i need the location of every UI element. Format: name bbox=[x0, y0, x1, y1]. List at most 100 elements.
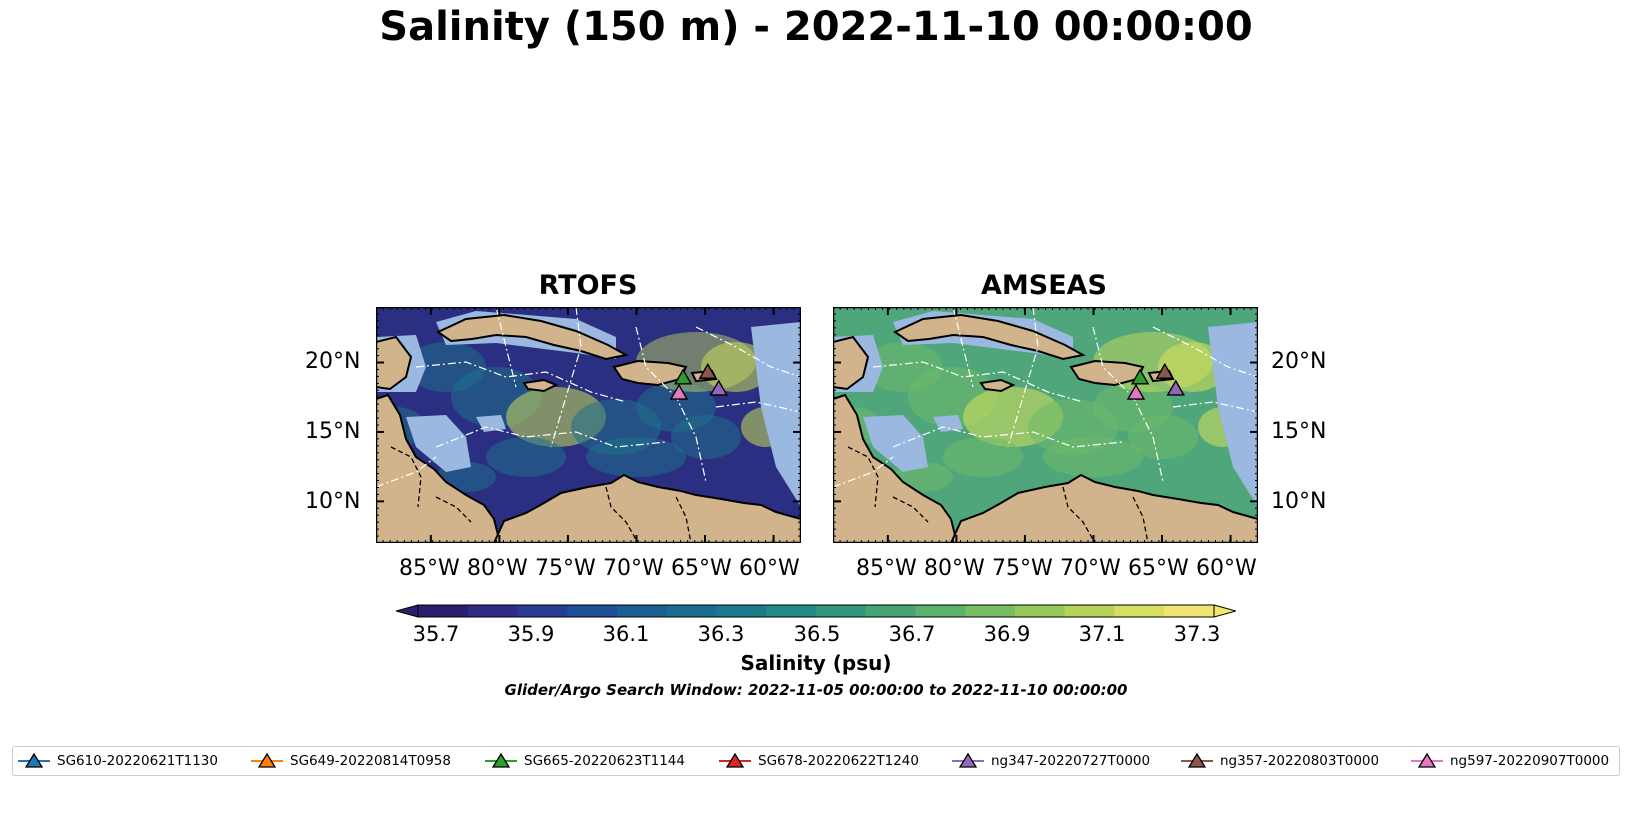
panel-title-amseas: AMSEAS bbox=[981, 270, 1107, 301]
colorbar-tick: 36.5 bbox=[793, 622, 841, 646]
eez-boundary bbox=[1152, 326, 1258, 378]
lat-tick-left-15n: 15°N bbox=[305, 419, 361, 444]
colorbar-segment bbox=[816, 605, 867, 617]
lat-tick-left-10n: 10°N bbox=[305, 489, 361, 514]
legend-item: ng597-20220907T0000 bbox=[1410, 749, 1609, 773]
colorbar-tick: 37.3 bbox=[1173, 622, 1221, 646]
lon-tick-left-75w: 75°W bbox=[535, 556, 596, 581]
rtofs-map bbox=[376, 307, 801, 543]
colorbar-tick: 35.9 bbox=[507, 622, 555, 646]
land-cuba bbox=[892, 313, 1086, 361]
colorbar-tick: 36.7 bbox=[888, 622, 936, 646]
lon-tick-right-65w: 65°W bbox=[1128, 556, 1189, 581]
eez-boundary bbox=[952, 307, 974, 388]
glider-marker bbox=[1155, 362, 1174, 379]
lat-tick-right-10n: 10°N bbox=[1271, 489, 1327, 514]
glider-marker bbox=[669, 383, 689, 400]
legend-label: SG665-20220623T1144 bbox=[524, 753, 685, 769]
colorbar-frame bbox=[417, 604, 1215, 618]
legend-item: ng357-20220803T0000 bbox=[1180, 749, 1379, 773]
colorbar-segment bbox=[517, 605, 568, 617]
country-border bbox=[605, 486, 639, 543]
eez-boundary bbox=[1172, 401, 1258, 413]
eez-boundary bbox=[435, 426, 667, 448]
triangle-marker-icon bbox=[1181, 752, 1213, 768]
legend-label: ng597-20220907T0000 bbox=[1450, 753, 1610, 769]
figure-title: Salinity (150 m) - 2022-11-10 00:00:00 bbox=[379, 4, 1253, 50]
lon-tick-right-60w: 60°W bbox=[1196, 556, 1257, 581]
lon-tick-right-85w: 85°W bbox=[856, 556, 917, 581]
land-southAm bbox=[949, 473, 1258, 543]
legend-label: SG678-20220622T1240 bbox=[758, 753, 919, 769]
colorbar-label: Salinity (psu) bbox=[740, 651, 892, 675]
salinity-feature bbox=[1128, 415, 1198, 459]
legend-label: ng357-20220803T0000 bbox=[1220, 753, 1380, 769]
land-jamaica bbox=[979, 378, 1016, 393]
eez-boundary bbox=[833, 456, 894, 488]
triangle-marker-icon bbox=[952, 752, 984, 768]
shelf-area bbox=[863, 415, 928, 472]
triangle-marker-icon bbox=[1411, 752, 1443, 768]
legend-item: SG610-20220621T1130 bbox=[17, 749, 218, 773]
glider-legend: SG610-20220621T1130 SG649-20220814T0958 … bbox=[12, 746, 1620, 776]
colorbar-tick: 35.7 bbox=[412, 622, 460, 646]
lon-tick-right-75w: 75°W bbox=[992, 556, 1053, 581]
colorbar-segment bbox=[666, 605, 718, 617]
eez-boundary bbox=[715, 401, 801, 413]
glider-marker bbox=[1126, 383, 1146, 400]
legend-item: SG649-20220814T0958 bbox=[250, 749, 451, 773]
legend-label: SG649-20220814T0958 bbox=[290, 753, 451, 769]
salinity-feature bbox=[1158, 342, 1228, 392]
land-centralAm bbox=[833, 393, 959, 543]
country-border bbox=[390, 446, 422, 508]
country-border bbox=[675, 496, 692, 543]
colorbar-tick: 37.1 bbox=[1078, 622, 1126, 646]
colorbar-segment bbox=[1064, 605, 1116, 617]
colorbar-segment bbox=[865, 605, 917, 617]
land-southAm bbox=[492, 473, 801, 543]
eez-boundary bbox=[550, 307, 582, 448]
glider-marker bbox=[709, 379, 728, 396]
colorbar-tick: 36.1 bbox=[602, 622, 650, 646]
land-jamaica bbox=[522, 378, 559, 393]
colorbar-tick: 36.3 bbox=[697, 622, 745, 646]
eez-boundary bbox=[376, 456, 437, 488]
salinity-feature bbox=[1043, 437, 1143, 477]
panel-title-rtofs: RTOFS bbox=[538, 270, 638, 301]
legend-item: SG678-20220622T1240 bbox=[718, 749, 919, 773]
colorbar-max-extend bbox=[1213, 604, 1236, 618]
colorbar-segment bbox=[567, 605, 618, 617]
salinity-feature bbox=[586, 437, 686, 477]
lon-tick-right-70w: 70°W bbox=[1060, 556, 1121, 581]
lon-tick-left-85w: 85°W bbox=[399, 556, 460, 581]
eez-boundary bbox=[695, 326, 801, 378]
glider-marker bbox=[1166, 379, 1185, 396]
land-centralAm bbox=[376, 393, 502, 543]
lon-tick-left-60w: 60°W bbox=[739, 556, 800, 581]
glider-marker bbox=[673, 368, 693, 385]
salinity-feature bbox=[671, 415, 741, 459]
glider-marker bbox=[1130, 368, 1150, 385]
colorbar-segment bbox=[1114, 605, 1165, 617]
amseas-map bbox=[833, 307, 1258, 543]
legend-item: ng347-20220727T0000 bbox=[951, 749, 1150, 773]
land-cuba bbox=[435, 313, 629, 361]
colorbar-segment bbox=[418, 605, 469, 617]
eez-boundary bbox=[495, 307, 517, 388]
lon-tick-left-70w: 70°W bbox=[603, 556, 664, 581]
eez-boundary bbox=[415, 361, 627, 403]
legend-item: SG665-20220623T1144 bbox=[484, 749, 685, 773]
lat-tick-right-20n: 20°N bbox=[1271, 349, 1327, 374]
land-yucatan bbox=[833, 335, 870, 391]
triangle-marker-icon bbox=[18, 752, 50, 768]
country-border bbox=[435, 496, 472, 523]
colorbar-segment bbox=[1164, 605, 1215, 617]
colorbar-tick: 36.9 bbox=[983, 622, 1031, 646]
shelf-area bbox=[406, 415, 471, 472]
glider-marker bbox=[698, 362, 717, 379]
salinity-feature bbox=[943, 437, 1023, 477]
colorbar-segment bbox=[617, 605, 668, 617]
colorbar-segment bbox=[467, 605, 519, 617]
lon-tick-left-80w: 80°W bbox=[467, 556, 528, 581]
land-yucatan bbox=[376, 335, 413, 391]
